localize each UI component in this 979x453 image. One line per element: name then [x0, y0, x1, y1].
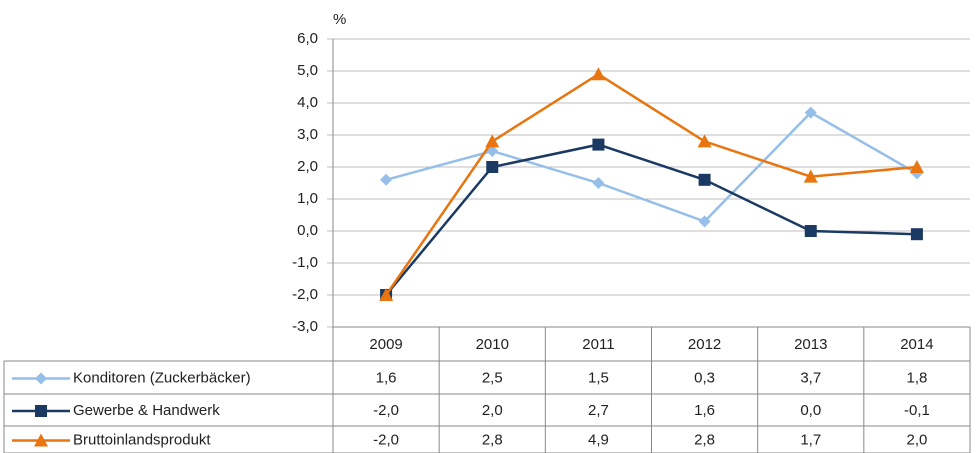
y-tick-label: -1,0 — [292, 254, 318, 271]
table-value: 2,8 — [694, 431, 715, 448]
table-value: -0,1 — [904, 402, 930, 419]
data-point — [592, 177, 605, 189]
data-point — [486, 161, 499, 173]
data-point — [698, 215, 711, 228]
legend-marker — [34, 433, 48, 447]
data-point — [592, 138, 605, 151]
x-tick-label: 2011 — [582, 336, 614, 353]
data-point — [804, 106, 817, 119]
table-value: 0,3 — [694, 369, 715, 386]
data-point — [379, 288, 394, 301]
data-point — [591, 67, 606, 81]
series-line — [385, 143, 917, 296]
legend-marker — [35, 405, 47, 417]
legend-label: Bruttoinlandsprodukt — [73, 431, 211, 448]
data-point — [380, 173, 393, 186]
table-value: 2,7 — [588, 402, 609, 419]
table-value: 2,5 — [482, 369, 503, 386]
data-point — [485, 134, 500, 148]
table-value: -2,0 — [373, 402, 399, 419]
table-value: 1,6 — [694, 402, 715, 419]
table-value: 0,0 — [800, 402, 821, 419]
y-tick-label: 3,0 — [297, 126, 318, 143]
data-point — [909, 160, 924, 173]
y-axis-label: % — [333, 11, 346, 28]
table-value: 1,6 — [376, 369, 397, 386]
legend-label: Konditoren (Zuckerbäcker) — [73, 369, 251, 386]
y-tick-label: 5,0 — [297, 62, 318, 79]
legend-marker — [35, 372, 47, 385]
x-tick-label: 2012 — [688, 336, 721, 353]
table-value: 1,8 — [906, 369, 927, 386]
table-value: 3,7 — [800, 369, 821, 386]
x-tick-label: 2010 — [476, 336, 509, 353]
table-value: 2,0 — [906, 431, 927, 448]
x-tick-label: 2009 — [369, 336, 402, 353]
y-tick-label: 2,0 — [297, 158, 318, 175]
data-point — [910, 228, 923, 241]
data-point — [697, 134, 712, 148]
data-point — [803, 169, 818, 183]
table-value: 2,8 — [482, 431, 503, 448]
data-point — [804, 225, 817, 237]
table-value: -2,0 — [373, 431, 399, 448]
y-tick-label: 4,0 — [297, 94, 318, 111]
x-tick-label: 2013 — [794, 336, 827, 353]
y-tick-label: 1,0 — [297, 190, 318, 207]
data-point — [698, 173, 711, 186]
y-tick-label: -3,0 — [292, 318, 318, 335]
data-point — [486, 145, 499, 157]
x-tick-label: 2014 — [900, 336, 933, 353]
y-tick-label: 0,0 — [297, 222, 318, 239]
table-value: 2,0 — [482, 402, 503, 419]
table-value: 4,9 — [588, 431, 609, 448]
y-tick-label: 6,0 — [297, 30, 318, 47]
series-line — [385, 72, 918, 296]
series-line — [385, 111, 918, 223]
table-value: 1,5 — [588, 369, 609, 386]
legend-label: Gewerbe & Handwerk — [73, 402, 220, 419]
table-value: 1,7 — [800, 431, 821, 448]
y-tick-label: -2,0 — [292, 286, 318, 303]
